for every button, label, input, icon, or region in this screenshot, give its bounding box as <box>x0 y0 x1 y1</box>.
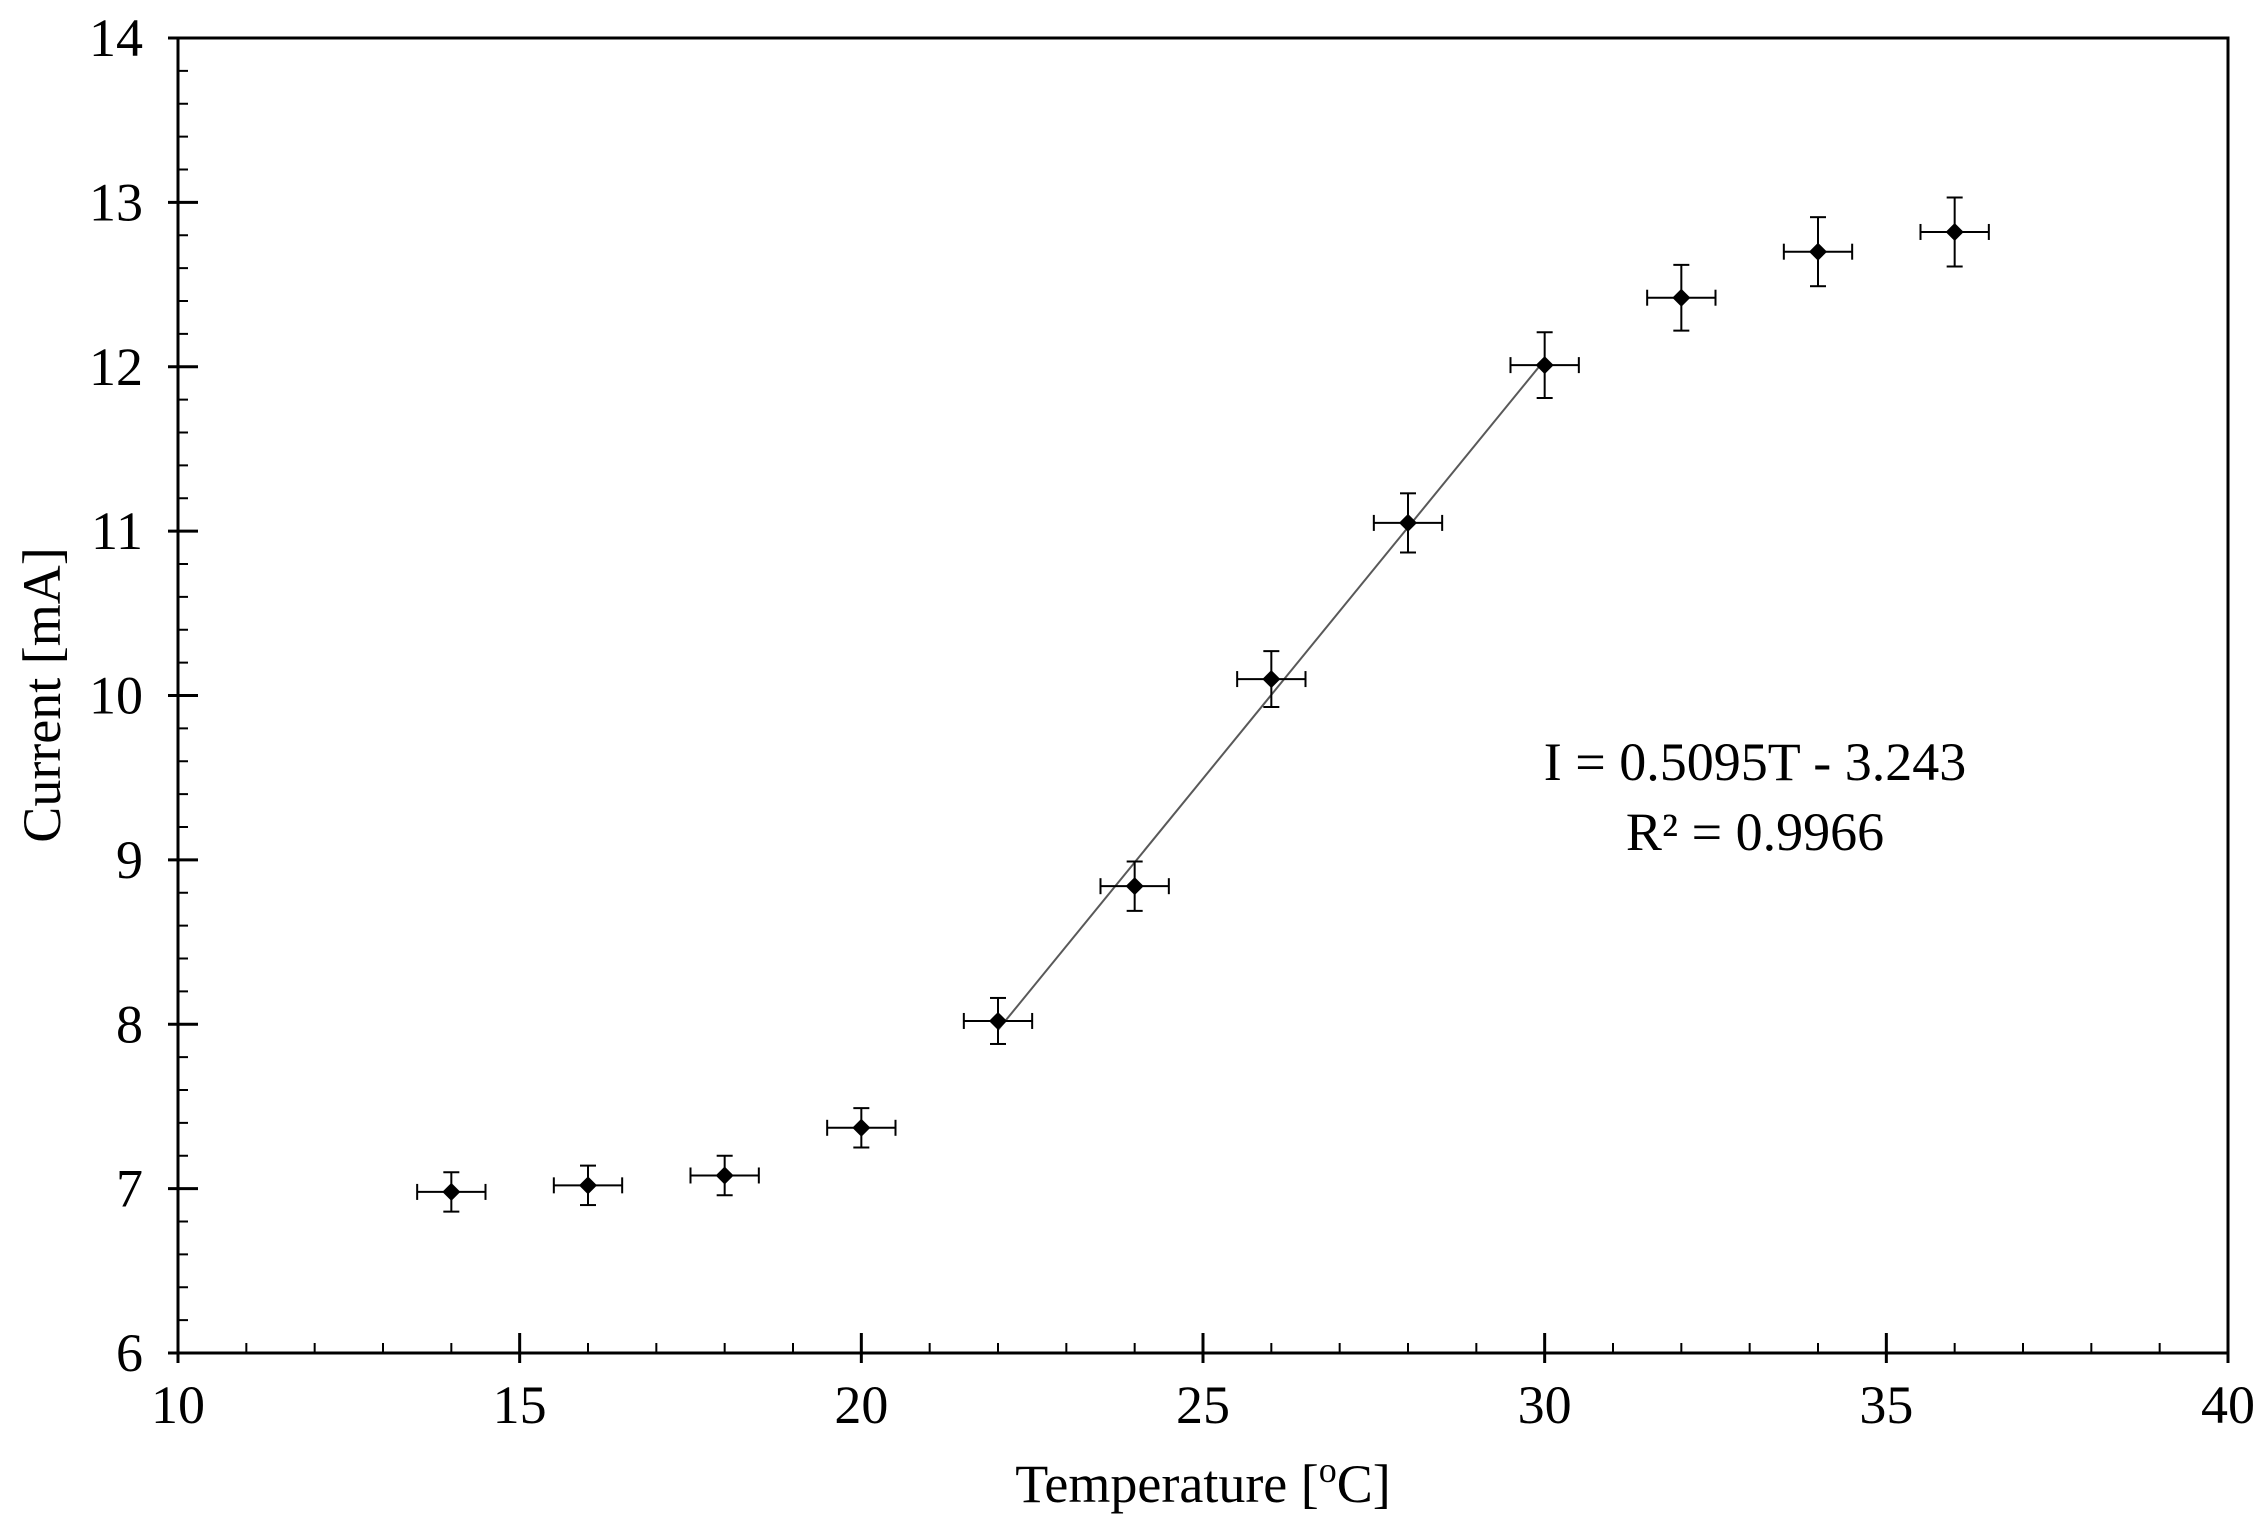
data-point <box>1535 356 1554 375</box>
y-tick-label: 11 <box>91 501 143 561</box>
data-point <box>579 1176 597 1195</box>
x-axis-label: Temperature [oC] <box>1015 1450 1391 1514</box>
x-axis-label-superscript: o <box>1319 1450 1337 1490</box>
x-tick-label: 25 <box>1176 1375 1230 1435</box>
x-tick-label: 15 <box>493 1375 547 1435</box>
y-tick-label: 9 <box>116 830 143 890</box>
data-point <box>442 1182 461 1201</box>
x-tick-label: 10 <box>151 1375 205 1435</box>
y-tick-label: 8 <box>116 994 143 1054</box>
data-point <box>852 1118 871 1137</box>
data-point <box>1945 222 1964 241</box>
data-point <box>715 1166 734 1185</box>
x-tick-label: 20 <box>834 1375 888 1435</box>
y-tick-label: 6 <box>116 1323 143 1383</box>
x-tick-label: 35 <box>1859 1375 1913 1435</box>
y-tick-label: 7 <box>116 1159 143 1219</box>
y-tick-label: 10 <box>89 666 143 726</box>
data-point <box>989 1011 1007 1030</box>
x-tick-labels: 10 15 20 25 30 35 40 <box>151 1375 2255 1435</box>
marker-layer <box>442 222 1964 1201</box>
data-point <box>1125 877 1144 896</box>
y-tick-labels: 6 7 8 9 10 11 12 13 14 <box>89 8 143 1383</box>
x-tick-label: 30 <box>1518 1375 1572 1435</box>
major-ticks <box>168 36 2230 1363</box>
y-tick-label: 13 <box>89 172 143 232</box>
error-bar <box>1099 860 1170 912</box>
y-axis-label: Current [mA] <box>12 547 72 842</box>
y-tick-label: 14 <box>89 8 143 68</box>
data-point <box>1672 288 1691 307</box>
data-point <box>1399 513 1417 532</box>
errorbar-layer <box>416 196 1990 1213</box>
y-tick-label: 12 <box>89 337 143 397</box>
error-bar <box>416 1171 487 1213</box>
data-point <box>1809 242 1827 261</box>
trendline-equation: I = 0.5095T - 3.243 <box>1544 732 1966 792</box>
trendline-r-squared: R² = 0.9966 <box>1626 802 1884 862</box>
x-tick-label: 40 <box>2201 1375 2255 1435</box>
data-point <box>1262 670 1281 689</box>
